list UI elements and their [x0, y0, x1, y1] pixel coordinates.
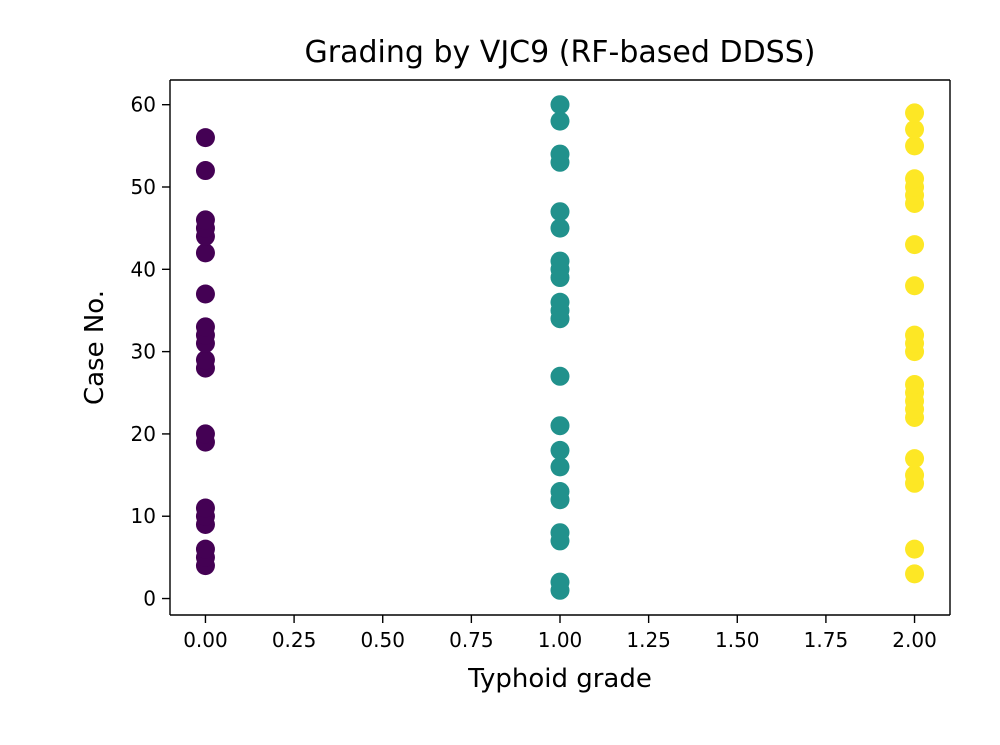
y-tick-label: 30: [131, 340, 156, 364]
data-point: [905, 276, 924, 295]
x-tick-label: 0.75: [449, 628, 494, 652]
data-point: [196, 350, 215, 369]
data-point: [551, 293, 570, 312]
x-tick-label: 0.25: [272, 628, 317, 652]
data-point: [551, 219, 570, 238]
data-point: [905, 169, 924, 188]
data-point: [905, 235, 924, 254]
data-point: [551, 112, 570, 131]
data-point: [196, 424, 215, 443]
data-point: [905, 564, 924, 583]
y-axis-label: Case No.: [80, 290, 110, 405]
scatter-chart: 0.00 0.25 0.50 0.75 1.00 1.25 1.50 1.75 2.00 0 10 2…: [0, 0, 1000, 745]
x-tick-label: 1.75: [804, 628, 849, 652]
data-point: [551, 482, 570, 501]
data-point: [551, 441, 570, 460]
y-tick-label: 50: [131, 175, 156, 199]
data-point: [551, 457, 570, 476]
chart-title: Grading by VJC9 (RF-based DDSS): [305, 35, 816, 70]
data-point: [551, 145, 570, 164]
x-tick-label: 0.00: [183, 628, 228, 652]
data-point: [551, 367, 570, 386]
y-tick-label: 20: [131, 422, 156, 446]
data-point: [196, 210, 215, 229]
data-point: [905, 449, 924, 468]
x-tick-label: 1.50: [715, 628, 760, 652]
data-point: [551, 202, 570, 221]
data-point: [905, 120, 924, 139]
chart-canvas: 0.00 0.25 0.50 0.75 1.00 1.25 1.50 1.75 2.00 0 10 2…: [0, 0, 1000, 745]
data-point: [196, 499, 215, 518]
data-point: [905, 136, 924, 155]
data-point: [196, 243, 215, 262]
data-point: [551, 416, 570, 435]
data-point: [905, 103, 924, 122]
y-tick-label: 60: [131, 93, 156, 117]
y-tick-label: 10: [131, 504, 156, 528]
data-point: [196, 161, 215, 180]
data-point: [196, 128, 215, 147]
data-point: [196, 317, 215, 336]
data-point: [905, 326, 924, 345]
data-point: [196, 285, 215, 304]
data-point: [905, 466, 924, 485]
x-tick-label: 1.00: [538, 628, 583, 652]
x-tick-label: 2.00: [892, 628, 937, 652]
data-point: [551, 523, 570, 542]
y-tick-label: 0: [143, 587, 156, 611]
x-tick-label: 0.50: [360, 628, 405, 652]
data-point: [196, 540, 215, 559]
data-point: [905, 375, 924, 394]
x-tick-label: 1.25: [626, 628, 671, 652]
data-point: [551, 95, 570, 114]
data-point: [551, 252, 570, 271]
data-point: [551, 573, 570, 592]
x-axis-label: Typhoid grade: [467, 664, 652, 694]
data-point: [905, 540, 924, 559]
y-tick-label: 40: [131, 257, 156, 281]
